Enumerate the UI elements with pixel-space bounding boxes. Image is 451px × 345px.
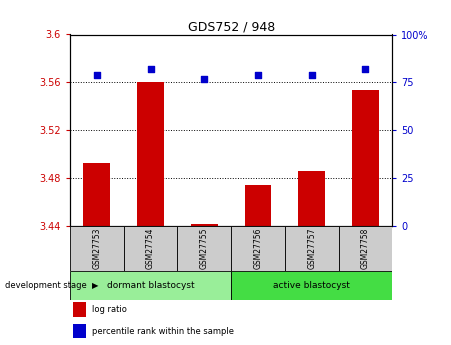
Bar bbox=[285, 226, 339, 271]
Point bbox=[147, 66, 154, 72]
Point bbox=[254, 72, 262, 78]
Bar bbox=[73, 324, 86, 338]
Bar bbox=[73, 302, 86, 317]
Bar bbox=[339, 226, 392, 271]
Bar bbox=[70, 271, 231, 300]
Bar bbox=[177, 226, 231, 271]
Text: dormant blastocyst: dormant blastocyst bbox=[107, 281, 194, 290]
Point bbox=[201, 76, 208, 81]
Text: GSM27757: GSM27757 bbox=[307, 228, 316, 269]
Bar bbox=[83, 162, 110, 226]
Bar bbox=[352, 90, 379, 226]
Bar bbox=[231, 226, 285, 271]
Bar bbox=[137, 82, 164, 226]
Text: percentile rank within the sample: percentile rank within the sample bbox=[92, 327, 235, 336]
Text: GSM27758: GSM27758 bbox=[361, 228, 370, 269]
Bar bbox=[191, 224, 218, 226]
Text: active blastocyst: active blastocyst bbox=[273, 281, 350, 290]
Text: GSM27754: GSM27754 bbox=[146, 228, 155, 269]
Bar bbox=[244, 185, 272, 226]
Point bbox=[362, 66, 369, 72]
Title: GDS752 / 948: GDS752 / 948 bbox=[188, 20, 275, 33]
Point bbox=[308, 72, 315, 78]
Text: GSM27755: GSM27755 bbox=[200, 228, 209, 269]
Text: GSM27756: GSM27756 bbox=[253, 228, 262, 269]
Bar bbox=[231, 271, 392, 300]
Point bbox=[93, 72, 101, 78]
Text: development stage  ▶: development stage ▶ bbox=[5, 281, 98, 290]
Bar bbox=[124, 226, 177, 271]
Bar bbox=[298, 171, 325, 226]
Bar bbox=[70, 226, 124, 271]
Text: GSM27753: GSM27753 bbox=[92, 228, 101, 269]
Text: log ratio: log ratio bbox=[92, 305, 127, 314]
